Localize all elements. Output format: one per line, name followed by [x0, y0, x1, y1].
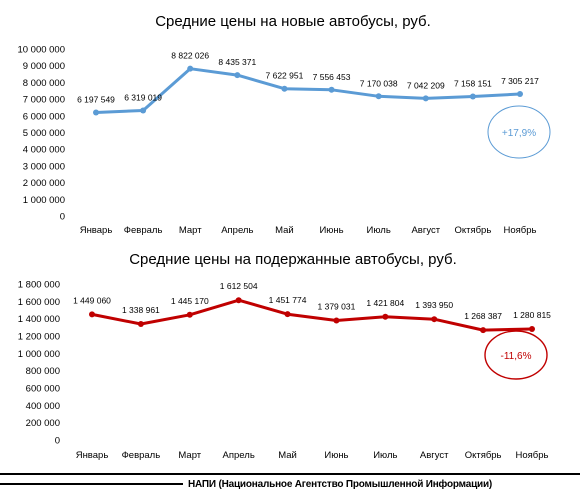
- data-point: [186, 311, 193, 318]
- data-point: [89, 311, 95, 318]
- y-tick-label: 10 000 000: [17, 45, 65, 56]
- footer-rule: [0, 483, 183, 485]
- data-label: 7 170 038: [360, 78, 398, 88]
- x-tick-label: Апрель: [221, 225, 253, 236]
- change-ring: [487, 105, 551, 159]
- y-tick-label: 0: [55, 436, 60, 447]
- x-tick-label: Ноябрь: [504, 225, 537, 236]
- y-tick-label: 200 000: [26, 418, 60, 429]
- y-tick-label: 1 800 000: [18, 280, 60, 291]
- data-point: [333, 317, 340, 324]
- x-tick-label: Март: [179, 225, 202, 236]
- data-point: [382, 313, 389, 320]
- x-tick-label: Май: [278, 450, 297, 461]
- change-annotation: +17,9%: [502, 128, 536, 139]
- x-tick-label: Июнь: [324, 450, 348, 461]
- y-tick-label: 0: [60, 212, 65, 223]
- data-label: 1 268 387: [464, 311, 502, 321]
- y-tick-label: 1 400 000: [18, 314, 60, 325]
- x-tick-label: Январь: [80, 225, 113, 236]
- x-tick-label: Февраль: [122, 450, 161, 461]
- used-buses-chart: Средние цены на подержанные автобусы, ру…: [18, 251, 551, 461]
- y-tick-label: 2 000 000: [23, 178, 65, 189]
- series-line-used: [90, 298, 534, 332]
- data-label: 1 379 031: [318, 301, 356, 311]
- x-tick-label: Март: [178, 450, 201, 461]
- data-point: [140, 107, 147, 114]
- data-point: [235, 297, 242, 304]
- y-tick-label: 4 000 000: [23, 145, 65, 156]
- y-tick-label: 5 000 000: [23, 128, 65, 139]
- data-point: [284, 311, 291, 318]
- x-tick-label: Апрель: [223, 450, 255, 461]
- chart-title: Средние цены на новые автобусы, руб.: [155, 13, 431, 30]
- data-label: 1 445 170: [171, 296, 209, 306]
- y-tick-label: 6 000 000: [23, 111, 65, 122]
- y-tick-label: 3 000 000: [23, 161, 65, 172]
- data-point: [93, 109, 99, 116]
- y-tick-label: 400 000: [26, 401, 60, 412]
- change-annotation: -11,6%: [501, 351, 532, 362]
- x-tick-label: Октябрь: [465, 450, 502, 461]
- data-point: [422, 95, 429, 102]
- data-label: 6 197 549: [77, 95, 115, 105]
- y-tick-label: 1 600 000: [18, 297, 60, 308]
- data-point: [431, 316, 438, 323]
- data-label: 7 305 217: [501, 76, 539, 86]
- data-label: 6 319 019: [124, 92, 162, 102]
- x-tick-label: Июнь: [319, 225, 343, 236]
- data-point: [281, 85, 288, 92]
- x-tick-label: Февраль: [124, 225, 163, 236]
- data-label: 8 435 371: [218, 57, 256, 67]
- data-label: 1 421 804: [366, 298, 404, 308]
- data-point: [529, 325, 535, 332]
- data-label: 7 622 951: [266, 71, 304, 81]
- data-label: 7 042 209: [407, 80, 445, 90]
- y-tick-label: 600 000: [26, 384, 60, 395]
- change-ring: [484, 330, 548, 380]
- data-point: [480, 327, 487, 334]
- data-label: 7 158 151: [454, 78, 492, 88]
- y-tick-label: 1 000 000: [18, 349, 60, 360]
- x-tick-label: Январь: [76, 450, 109, 461]
- y-tick-label: 800 000: [26, 366, 60, 377]
- x-tick-label: Ноябрь: [516, 450, 549, 461]
- y-tick-label: 7 000 000: [23, 95, 65, 106]
- data-point: [469, 93, 476, 100]
- x-tick-label: Июль: [367, 225, 391, 236]
- chart-title: Средние цены на подержанные автобусы, ру…: [129, 251, 457, 268]
- new-buses-chart: Средние цены на новые автобусы, руб. 0 1 0…: [17, 13, 551, 236]
- data-label: 1 612 504: [220, 281, 258, 291]
- data-point: [137, 320, 144, 327]
- data-point: [328, 86, 335, 93]
- y-tick-label: 1 000 000: [23, 195, 65, 206]
- x-tick-label: Август: [411, 225, 440, 236]
- x-tick-label: Октябрь: [454, 225, 491, 236]
- data-point: [375, 93, 382, 100]
- x-tick-label: Май: [275, 225, 294, 236]
- data-point: [517, 91, 523, 98]
- data-label: 1 449 060: [73, 295, 111, 305]
- footer-source: НАПИ (Национальное Агентство Промышленно…: [188, 479, 493, 490]
- series-line-new: [94, 67, 522, 114]
- data-label: 1 393 950: [415, 300, 453, 310]
- data-label: 1 280 815: [513, 310, 551, 320]
- y-tick-label: 9 000 000: [23, 61, 65, 72]
- y-tick-label: 8 000 000: [23, 78, 65, 89]
- x-tick-label: Август: [420, 450, 449, 461]
- data-label: 1 451 774: [269, 295, 307, 305]
- data-label: 8 822 026: [171, 51, 209, 61]
- data-label: 1 338 961: [122, 305, 160, 315]
- data-point: [187, 65, 194, 72]
- y-tick-label: 1 200 000: [18, 332, 60, 343]
- data-point: [234, 72, 241, 79]
- x-tick-label: Июль: [373, 450, 397, 461]
- data-label: 7 556 453: [313, 72, 351, 82]
- footer: НАПИ (Национальное Агентство Промышленно…: [0, 473, 580, 498]
